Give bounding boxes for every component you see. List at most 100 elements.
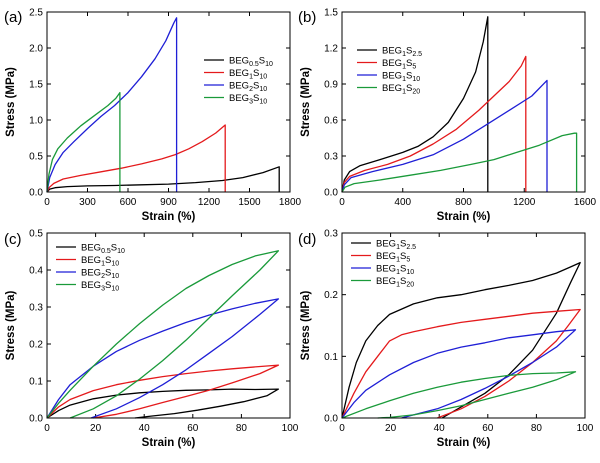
plot-frame	[46, 11, 291, 193]
y-tick-label: 0.5	[29, 152, 43, 163]
x-tick-label: 60	[482, 423, 494, 434]
x-axis-title: Strain (%)	[142, 211, 196, 223]
legend-label-mid: S	[259, 56, 265, 67]
legend-label-sub2: 2.5	[412, 51, 422, 58]
y-tick-label: 0.1	[324, 352, 338, 363]
legend-label-mid: S	[105, 268, 111, 279]
legend-label-mid: S	[400, 251, 406, 262]
legend-label-sub2: 10	[111, 286, 119, 293]
series-line-4	[46, 250, 280, 419]
plot-frame	[341, 11, 586, 193]
y-tick-label: 1.5	[29, 80, 43, 91]
legend-label-base: BEG	[229, 68, 249, 79]
legend-label-mid: S	[105, 280, 111, 291]
x-tick-label: 1200	[198, 197, 221, 208]
y-tick-label: 1.2	[324, 44, 338, 55]
legend-label: BEG1S5	[376, 251, 410, 264]
plot-frame	[341, 232, 586, 419]
y-tick-label: 0.3	[324, 152, 338, 163]
series-line-1	[46, 166, 280, 193]
legend-label-mid: S	[406, 58, 412, 69]
legend-label-base: BEG	[376, 264, 396, 275]
legend-label-sub1: 1	[402, 89, 406, 96]
legend-label-sub2: 5	[406, 257, 410, 264]
x-tick-label: 400	[394, 197, 411, 208]
legend-label: BEG3S10	[81, 280, 119, 293]
legend-label-sub2: 10	[259, 74, 267, 81]
legend-label-sub2: 10	[259, 99, 267, 106]
legend-label-base: BEG	[81, 243, 101, 254]
x-tick-label: 20	[385, 423, 397, 434]
panel-3: (c) 0 20 40 60 80 100 0.0 0.1 0.2 0.3 0.4 0.5 Strain …	[4, 229, 299, 450]
series-line-3	[341, 79, 548, 193]
x-tick-label: 0	[339, 423, 345, 434]
legend-label-base: BEG	[81, 255, 101, 266]
legend-label-base: BEG	[229, 93, 249, 104]
x-tick-label: 0	[44, 197, 50, 208]
series-line-4	[341, 132, 578, 193]
x-tick-label: 600	[120, 197, 137, 208]
y-tick-label: 0.1	[29, 377, 43, 388]
legend-label-mid: S	[105, 255, 111, 266]
x-tick-label: 1200	[513, 197, 536, 208]
legend-label: BEG1S10	[382, 71, 420, 84]
series-line-2	[46, 124, 226, 193]
legend-label-base: BEG	[382, 71, 402, 82]
legend-label-mid: S	[406, 71, 412, 82]
legend-label-sub2: 10	[111, 261, 119, 268]
legend-label-sub1: 1	[402, 76, 406, 83]
panel-4: (d) 0 20 40 60 80 100 0.0 0.1 0.2 0.3 Strain (%) Str…	[298, 229, 594, 450]
series-line-4	[46, 91, 121, 193]
legend-label-sub2: 10	[259, 86, 267, 93]
x-tick-label: 0	[339, 197, 345, 208]
legend-label-sub1: 1	[396, 282, 400, 289]
legend-label: BEG1S2.5	[376, 239, 416, 252]
legend-label-base: BEG	[376, 276, 396, 287]
legend-label-base: BEG	[382, 46, 402, 57]
x-axis-title: Strain (%)	[142, 437, 196, 449]
y-tick-label: 2.5	[29, 8, 43, 19]
legend-label-sub2: 2.5	[406, 244, 416, 251]
series-line-1	[46, 388, 280, 419]
legend-label-sub1: 2	[101, 273, 105, 280]
legend-label-base: BEG	[382, 58, 402, 69]
legend-label: BEG1S20	[382, 83, 420, 96]
legend-label-sub1: 3	[101, 286, 105, 293]
y-tick-label: 0.0	[324, 188, 338, 199]
panel-label: (c)	[4, 231, 22, 248]
legend-label-sub1: 0.5	[249, 61, 259, 68]
legend-label-sub2: 20	[406, 282, 414, 289]
panel-label: (d)	[298, 231, 316, 248]
x-tick-label: 1500	[238, 197, 261, 208]
y-tick-label: 0.2	[29, 340, 43, 351]
legend-label-mid: S	[406, 83, 412, 94]
legend-label-mid: S	[400, 239, 406, 250]
panel-2: (b) 0 400 800 1200 1600 0.0 0.3 0.6 0.9 1.2 1.5 Stra…	[298, 8, 597, 224]
legend-label-sub1: 1	[402, 64, 406, 71]
x-tick-label: 20	[90, 423, 102, 434]
legend-label-sub1: 1	[396, 257, 400, 264]
series-line-1	[341, 16, 489, 193]
legend-label-sub2: 10	[265, 61, 273, 68]
y-tick-label: 0.0	[29, 414, 43, 425]
legend-label-sub1: 1	[396, 244, 400, 251]
legend-label-sub1: 1	[101, 261, 105, 268]
legend-label-sub2: 10	[117, 248, 125, 255]
legend-label-base: BEG	[81, 268, 101, 279]
legend-label-sub2: 10	[111, 273, 119, 280]
x-tick-label: 40	[434, 423, 446, 434]
legend-label: BEG0.5S10	[229, 56, 273, 69]
series-line-2	[46, 364, 280, 419]
x-tick-label: 1600	[574, 197, 597, 208]
x-tick-label: 60	[187, 423, 199, 434]
x-axis-title: Strain (%)	[437, 211, 491, 223]
legend-label-mid: S	[400, 264, 406, 275]
x-tick-label: 900	[160, 197, 177, 208]
series-line-2	[341, 55, 527, 193]
legend-label-mid: S	[253, 81, 259, 92]
legend-label-sub1: 1	[396, 269, 400, 276]
y-tick-label: 0.2	[324, 290, 338, 301]
legend-label: BEG1S10	[376, 264, 414, 277]
series-line-1	[341, 261, 581, 419]
